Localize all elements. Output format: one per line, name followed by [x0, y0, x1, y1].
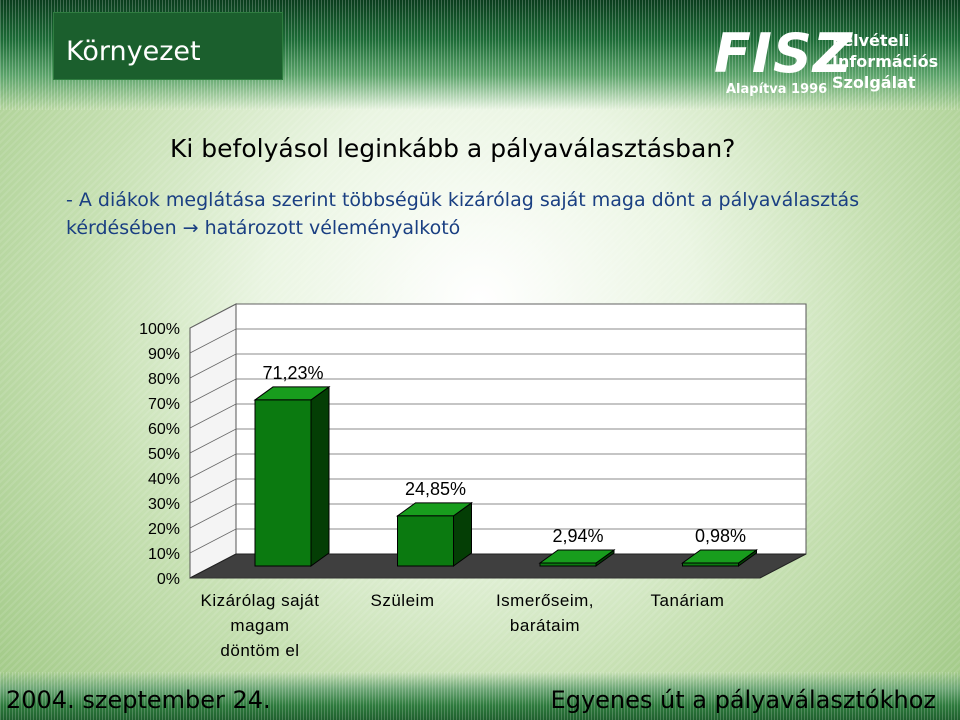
gridline: [189, 403, 806, 429]
y-tick-label: 0%: [157, 571, 180, 588]
section-title-box: [53, 12, 283, 80]
gridline: [189, 453, 806, 479]
bar-side: [310, 385, 330, 567]
y-tick-label: 70%: [148, 396, 180, 413]
bar-data-label: 0,98%: [695, 526, 746, 546]
x-category-label: Szüleim: [371, 591, 435, 610]
y-tick-label: 100%: [139, 321, 180, 338]
x-category-label: Kizárólag saját: [200, 591, 319, 610]
logo-name: Felvételi Információs Szolgálat: [832, 30, 942, 93]
y-tick-label: 50%: [148, 446, 180, 463]
bar: [397, 515, 454, 567]
subline-text: - A diákok meglátása szerint többségük k…: [66, 189, 860, 239]
y-tick-label: 90%: [148, 346, 180, 363]
logo-founded: Alapítva 1996: [726, 82, 828, 97]
bar: [539, 562, 597, 567]
gridline: [189, 428, 806, 454]
x-category-label: barátaim: [510, 616, 580, 635]
section-title: Környezet: [66, 36, 201, 67]
x-category-label: magam: [230, 616, 289, 635]
logo-name-line: Felvételi: [832, 31, 910, 50]
slide-headline: Ki befolyásol leginkább a pályaválasztás…: [170, 134, 736, 163]
gridline: [189, 328, 806, 354]
gridline: [189, 503, 806, 529]
footer-tagline: Egyenes út a pályaválasztókhoz: [550, 686, 936, 714]
arrow-icon: →: [182, 217, 199, 239]
bar: [682, 562, 739, 567]
y-tick-label: 80%: [148, 371, 180, 388]
x-category-label: Ismerőseim,: [496, 591, 594, 610]
logo-name-line: Információs: [832, 52, 939, 71]
footer-date: 2004. szeptember 24.: [6, 686, 271, 714]
gridline: [189, 353, 806, 379]
gridline: [189, 303, 806, 329]
fisz-logo: FISZ Alapítva 1996 Felvételi Információs…: [714, 22, 938, 102]
y-tick-label: 10%: [148, 546, 180, 563]
x-category-label: Tanáriam: [651, 591, 725, 610]
gridline: [189, 378, 806, 404]
y-tick-label: 30%: [148, 496, 180, 513]
x-category-label: döntöm el: [220, 641, 299, 660]
bar-data-label: 24,85%: [405, 479, 466, 499]
subline-conclusion: határozott véleményalkotó: [204, 217, 461, 239]
gridline: [189, 478, 806, 504]
logo-wordmark: FISZ: [714, 22, 854, 85]
y-tick-label: 40%: [148, 471, 180, 488]
footer-band: [0, 672, 960, 720]
slide-subline: - A diákok meglátása szerint többségük k…: [66, 186, 886, 242]
logo-name-line: Szolgálat: [832, 73, 916, 92]
bar-data-label: 2,94%: [552, 526, 603, 546]
y-tick-label: 20%: [148, 521, 180, 538]
y-tick-label: 60%: [148, 421, 180, 438]
bar-data-label: 71,23%: [262, 363, 323, 383]
gridline: [189, 528, 806, 554]
bar: [254, 399, 312, 567]
